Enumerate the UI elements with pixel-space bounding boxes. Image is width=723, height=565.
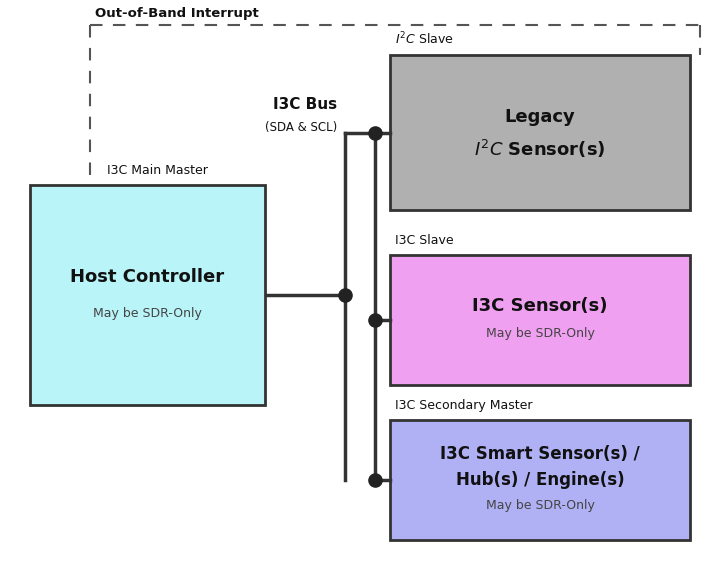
Text: I3C Smart Sensor(s) /: I3C Smart Sensor(s) / [440,445,640,463]
FancyBboxPatch shape [30,185,265,405]
Text: I3C Bus: I3C Bus [273,97,337,112]
FancyBboxPatch shape [390,55,690,210]
Point [369,476,381,485]
Text: I3C Secondary Master: I3C Secondary Master [395,399,533,412]
FancyBboxPatch shape [390,420,690,540]
Text: May be SDR-Only: May be SDR-Only [486,328,594,341]
Text: May be SDR-Only: May be SDR-Only [486,499,594,512]
Text: $I^2C$ Slave: $I^2C$ Slave [395,31,454,47]
Text: I3C Slave: I3C Slave [395,234,453,247]
Text: (SDA & SCL): (SDA & SCL) [265,121,337,134]
FancyBboxPatch shape [390,255,690,385]
Text: I3C Sensor(s): I3C Sensor(s) [472,297,608,315]
Text: Legacy: Legacy [505,107,576,125]
Point [339,290,351,299]
Point [369,315,381,324]
Text: I3C Main Master: I3C Main Master [107,164,208,177]
Text: Hub(s) / Engine(s): Hub(s) / Engine(s) [455,471,625,489]
Text: Out-of-Band Interrupt: Out-of-Band Interrupt [95,7,259,20]
Text: May be SDR-Only: May be SDR-Only [93,306,202,319]
Point [369,128,381,137]
Text: Host Controller: Host Controller [70,268,225,286]
Text: $I^2C$ Sensor(s): $I^2C$ Sensor(s) [474,137,606,159]
